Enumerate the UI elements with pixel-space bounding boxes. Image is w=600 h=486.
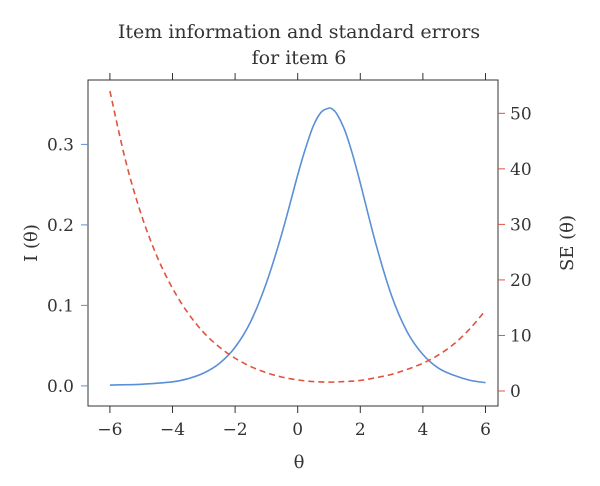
series-layer xyxy=(109,90,487,386)
y-left-axis-label: I (θ) xyxy=(21,224,42,262)
x-tick-label: −2 xyxy=(223,420,248,440)
x-tick-label: −4 xyxy=(160,420,185,440)
information-curve xyxy=(109,107,486,386)
y-right-tick-label: 50 xyxy=(510,104,532,124)
y-right-axis-label: SE (θ) xyxy=(557,215,578,271)
y-left-tick-label: 0.3 xyxy=(47,135,74,155)
y-right-tick-label: 20 xyxy=(510,271,532,291)
x-axis-ticks: −6 −4 −2 0 2 4 6 xyxy=(97,73,491,440)
chart-title-line-1: Item information and standard errors xyxy=(118,21,480,43)
x-axis-label: θ xyxy=(294,452,305,473)
right-axis-ticks: 0 10 20 30 40 50 xyxy=(498,104,532,402)
x-tick-label: 0 xyxy=(292,420,303,440)
chart-title-line-2: for item 6 xyxy=(252,47,347,69)
x-tick-label: 4 xyxy=(417,420,428,440)
y-left-tick-label: 0.0 xyxy=(47,377,74,397)
y-right-tick-label: 10 xyxy=(510,326,532,346)
chart-title: Item information and standard errors for… xyxy=(118,21,480,69)
x-tick-label: 2 xyxy=(355,420,366,440)
plot-frame xyxy=(87,79,499,407)
y-left-tick-label: 0.1 xyxy=(47,296,74,316)
y-right-tick-label: 40 xyxy=(510,160,532,180)
x-tick-label: −6 xyxy=(97,420,122,440)
left-axis-ticks: 0.0 0.1 0.2 0.3 xyxy=(47,135,88,397)
x-tick-label: 6 xyxy=(480,420,491,440)
y-right-tick-label: 30 xyxy=(510,215,532,235)
standard-error-curve xyxy=(109,90,487,383)
y-right-tick-label: 0 xyxy=(510,382,521,402)
y-left-tick-label: 0.2 xyxy=(47,216,74,236)
